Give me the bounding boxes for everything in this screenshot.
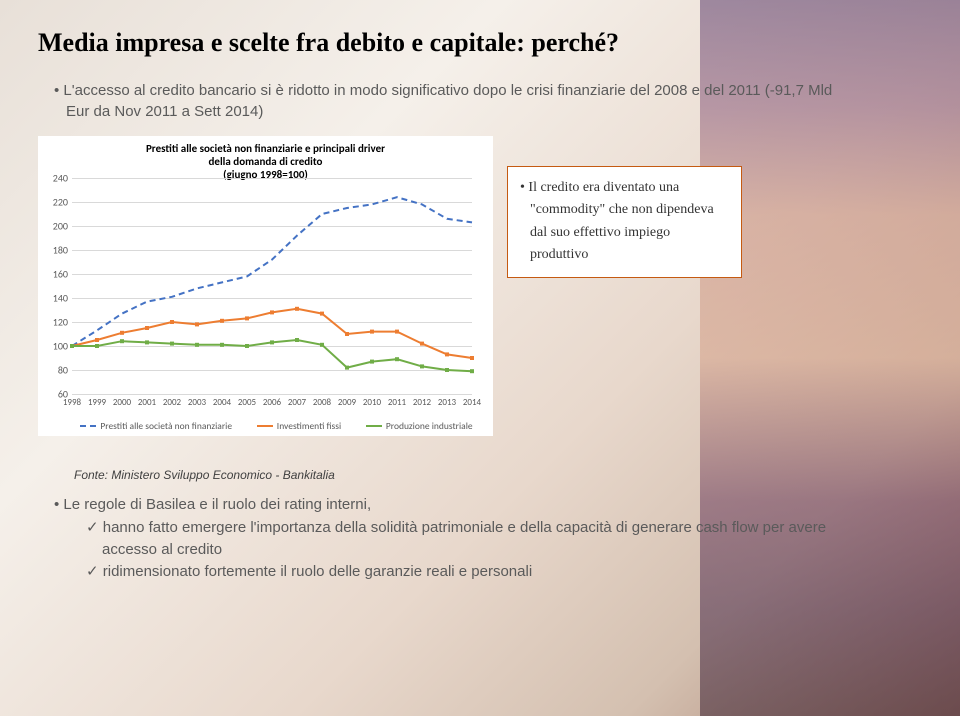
x-tick-label: 2013 — [438, 397, 456, 408]
source-text: Fonte: Ministero Sviluppo Economico - Ba… — [74, 468, 840, 482]
y-tick-label: 160 — [44, 268, 68, 281]
y-tick-label: 220 — [44, 196, 68, 209]
y-tick-label: 100 — [44, 340, 68, 353]
y-tick-label: 80 — [44, 364, 68, 377]
callout-text: Il credito era diventato una "commodity"… — [520, 177, 729, 267]
chart-title-line1: Prestiti alle società non finanziarie e … — [146, 142, 385, 155]
y-tick-label: 120 — [44, 316, 68, 329]
chart-legend: Prestiti alle società non finanziarie In… — [68, 420, 485, 432]
y-tick-label: 140 — [44, 292, 68, 305]
chart-title-line2: della domanda di credito — [209, 155, 323, 168]
x-tick-label: 2001 — [138, 397, 156, 408]
page-title: Media impresa e scelte fra debito e capi… — [38, 28, 840, 58]
bottom-sub1: hanno fatto emergere l'importanza della … — [86, 517, 840, 561]
x-tick-label: 2000 — [113, 397, 131, 408]
loans-chart: Prestiti alle società non finanziarie e … — [38, 136, 493, 436]
callout-box: Il credito era diventato una "commodity"… — [507, 166, 742, 278]
x-tick-label: 2011 — [388, 397, 406, 408]
x-tick-label: 2009 — [338, 397, 356, 408]
x-tick-label: 2014 — [463, 397, 481, 408]
x-tick-label: 2007 — [288, 397, 306, 408]
x-tick-label: 2008 — [313, 397, 331, 408]
top-bullet: L'accesso al credito bancario si è ridot… — [54, 80, 840, 122]
x-tick-label: 2005 — [238, 397, 256, 408]
y-tick-label: 240 — [44, 172, 68, 185]
x-tick-label: 2010 — [363, 397, 381, 408]
x-tick-label: 2004 — [213, 397, 231, 408]
x-tick-label: 1999 — [88, 397, 106, 408]
legend-label-1: Investimenti fissi — [277, 420, 341, 432]
legend-label-0: Prestiti alle società non finanziarie — [100, 420, 232, 432]
x-tick-label: 2002 — [163, 397, 181, 408]
x-tick-label: 2006 — [263, 397, 281, 408]
x-tick-label: 2012 — [413, 397, 431, 408]
bottom-bullet: Le regole di Basilea e il ruolo dei rati… — [54, 496, 840, 513]
y-tick-label: 200 — [44, 220, 68, 233]
x-tick-label: 1998 — [63, 397, 81, 408]
bottom-sub2: ridimensionato fortemente il ruolo delle… — [86, 561, 840, 583]
x-tick-label: 2003 — [188, 397, 206, 408]
legend-label-2: Produzione industriale — [386, 420, 473, 432]
y-tick-label: 180 — [44, 244, 68, 257]
